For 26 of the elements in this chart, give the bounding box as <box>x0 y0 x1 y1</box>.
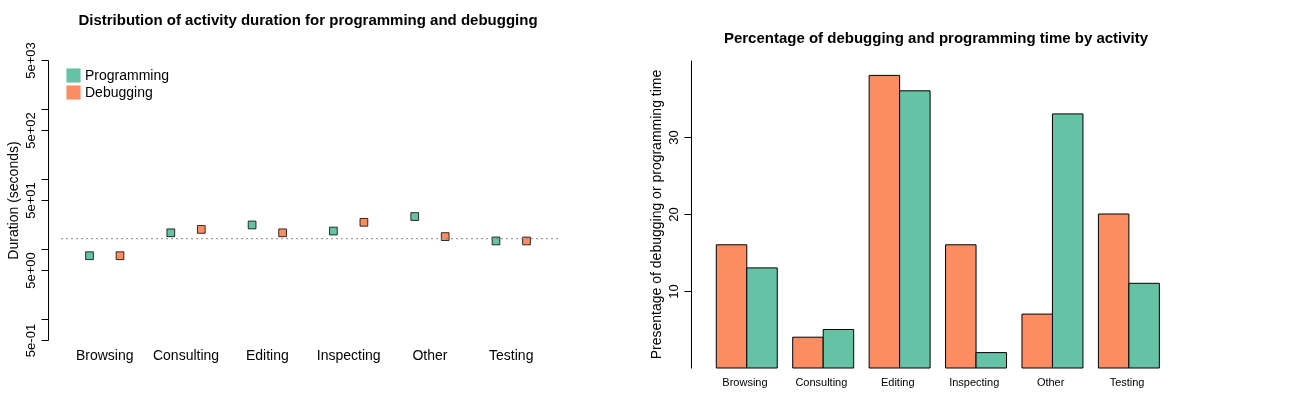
x-tick-label: Editing <box>245 346 289 363</box>
legend-label: Programming <box>85 66 170 83</box>
x-tick-label: Inspecting <box>949 375 1000 388</box>
y-tick-label: 10 <box>665 284 681 299</box>
y-tick-label: 5e+02 <box>22 112 38 149</box>
y-tick-label: 30 <box>665 130 681 145</box>
x-tick-label: Consulting <box>152 346 220 363</box>
x-tick-label: Consulting <box>795 375 848 388</box>
x-tick-label: Testing <box>1109 375 1145 388</box>
chart-title: Percentage of debugging and programming time by activity <box>723 29 1149 46</box>
x-tick-label: Browsing <box>75 346 134 363</box>
y-tick-label: 5e+01 <box>22 182 38 219</box>
x-tick-label: Editing <box>880 375 915 388</box>
y-tick-label: 5e+03 <box>22 42 38 79</box>
y-tick-label: 5e+00 <box>22 252 38 289</box>
x-tick-label: Other <box>1036 375 1065 388</box>
x-tick-label: Inspecting <box>316 346 381 363</box>
y-tick-label: 5e-01 <box>22 323 38 358</box>
x-tick-label: Other <box>412 346 448 363</box>
x-tick-label: Testing <box>489 346 534 363</box>
y-tick-label: 20 <box>665 207 681 222</box>
x-tick-label: Browsing <box>722 375 768 388</box>
chart-title: Distribution of activity duration for programming and debugging <box>78 10 538 28</box>
legend-label: Debugging <box>85 83 153 100</box>
y-axis-title: Presentage of debugging or programming time <box>647 69 664 360</box>
y-axis-title: Duration (seconds) <box>4 141 21 260</box>
